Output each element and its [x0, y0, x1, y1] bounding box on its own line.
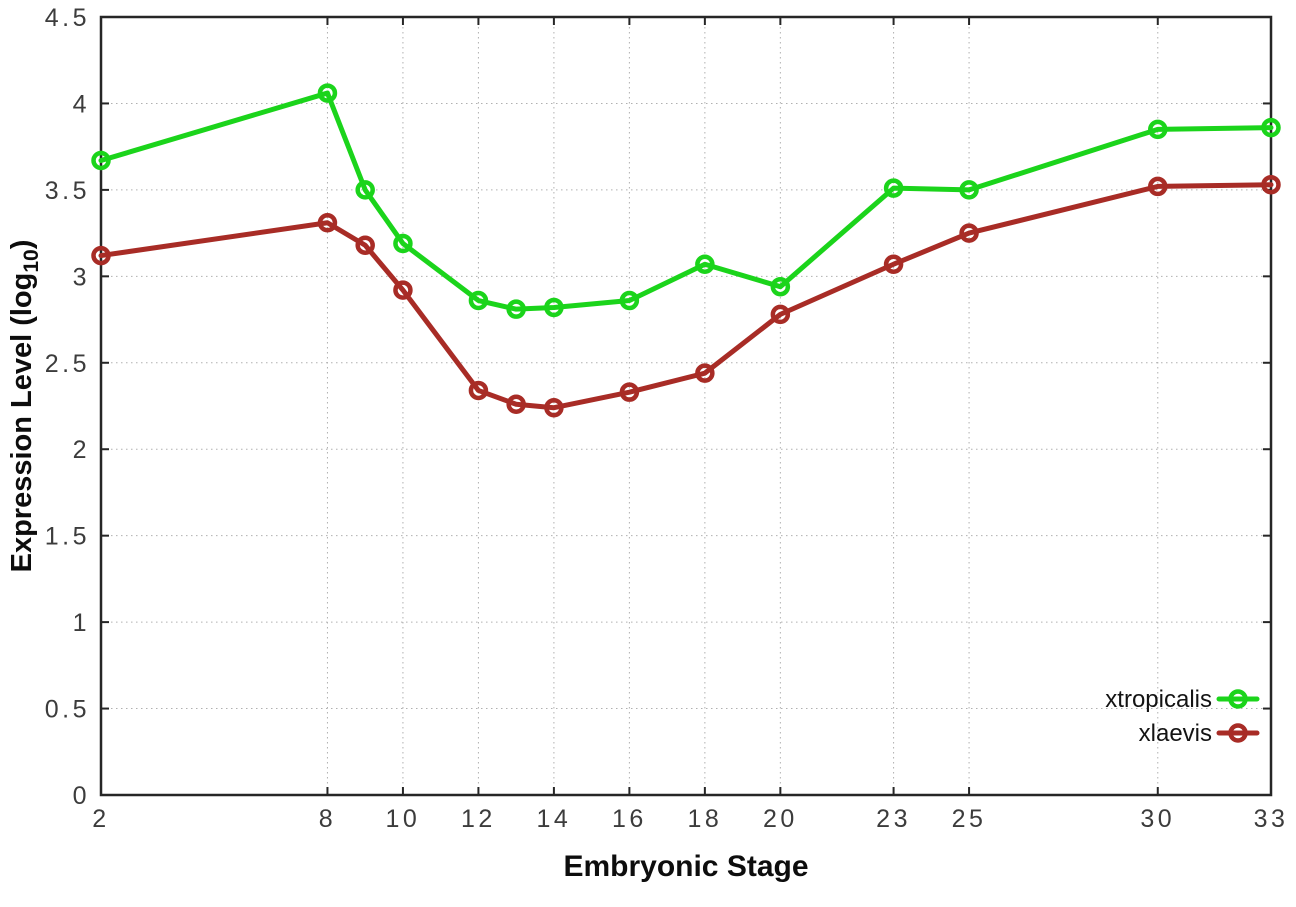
y-tick-label: 1.5 — [45, 523, 90, 551]
y-tick-label: 0 — [73, 782, 90, 810]
data-point-xtropicalis — [1261, 117, 1281, 138]
data-point-xlaevis — [544, 397, 564, 418]
x-tick-label: 33 — [1254, 805, 1289, 833]
data-point-xtropicalis — [959, 180, 979, 200]
data-point-xtropicalis — [770, 276, 791, 297]
data-point-xlaevis — [770, 304, 791, 325]
series-line-xtropicalis — [98, 90, 1274, 312]
y-tick-label: 1 — [73, 609, 90, 637]
x-tick-label: 23 — [876, 805, 911, 833]
data-point-xtropicalis — [619, 290, 640, 311]
x-tick-label: 25 — [952, 805, 987, 833]
y-tick-label: 2.5 — [45, 350, 90, 378]
data-point-xtropicalis — [355, 180, 375, 200]
y-tick-label: 2 — [73, 436, 90, 464]
x-tick-label: 12 — [461, 805, 496, 833]
data-point-xtropicalis — [91, 150, 111, 171]
data-point-xlaevis — [1261, 174, 1281, 195]
x-tick-label: 16 — [612, 805, 647, 833]
x-tick-label: 10 — [386, 805, 421, 833]
data-point-xlaevis — [468, 380, 489, 401]
y-tick-label: 3.5 — [45, 177, 90, 205]
y-tick-label: 4.5 — [45, 4, 90, 32]
x-tick-label: 2 — [92, 805, 109, 833]
data-point-xlaevis — [1148, 176, 1168, 197]
y-axis-title-subscript: 10 — [20, 249, 43, 272]
data-point-xtropicalis — [544, 297, 564, 318]
plot-border — [99, 15, 1273, 797]
x-tick-label: 20 — [763, 805, 798, 833]
series-line-xlaevis — [98, 182, 1274, 411]
data-point-xlaevis — [506, 394, 526, 415]
y-axis-title-suffix: ) — [6, 240, 38, 250]
legend-label-xlaevis: xlaevis — [1139, 720, 1212, 747]
data-point-xlaevis — [355, 235, 375, 255]
data-point-xtropicalis — [695, 254, 715, 274]
data-point-xlaevis — [91, 245, 111, 266]
legend-sample-marker-xlaevis — [1228, 723, 1248, 743]
y-tick-label: 4 — [73, 90, 90, 118]
legend-sample-marker-xtropicalis — [1228, 689, 1248, 709]
data-point-xlaevis — [959, 223, 979, 243]
x-tick-label: 8 — [319, 805, 336, 833]
y-tick-label: 0.5 — [45, 696, 90, 724]
y-tick-label: 3 — [73, 263, 90, 291]
data-point-xlaevis — [883, 254, 904, 274]
data-point-xlaevis — [695, 363, 715, 383]
data-point-xlaevis — [317, 212, 338, 233]
x-tick-label: 30 — [1140, 805, 1175, 833]
y-axis-title-prefix: Expression Level (log — [6, 273, 38, 573]
chart-plot-area: 2 8 10 12 14 16 18 20 23 25 30 33 0 0.5 1 1.5 2 2.5 3 3.5 4 4… — [45, 4, 1289, 833]
data-point-xtropicalis — [506, 299, 526, 319]
data-point-xtropicalis — [468, 290, 489, 311]
data-point-xtropicalis — [317, 83, 338, 103]
data-point-xtropicalis — [393, 233, 413, 254]
x-tick-label: 14 — [536, 805, 571, 833]
x-axis-title: Embryonic Stage — [563, 850, 808, 883]
data-point-xtropicalis — [1148, 119, 1168, 140]
data-point-xlaevis — [619, 382, 640, 402]
legend-label-xtropicalis: xtropicalis — [1105, 686, 1212, 713]
x-tick-label: 18 — [687, 805, 722, 833]
data-point-xtropicalis — [883, 178, 904, 198]
y-axis-title: Expression Level (log10) — [6, 240, 43, 573]
data-point-xlaevis — [393, 280, 413, 300]
